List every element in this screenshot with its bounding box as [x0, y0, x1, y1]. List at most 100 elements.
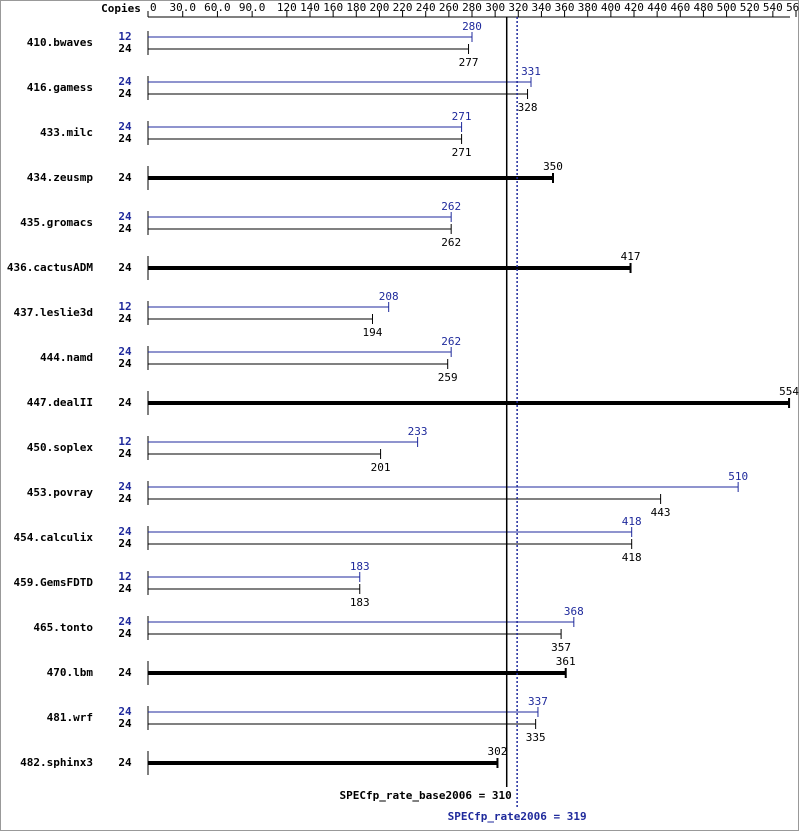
benchmark-label: 416.gamess — [27, 81, 93, 94]
copies-label: 24 — [118, 666, 132, 679]
x-tick-label: 480 — [693, 1, 713, 14]
x-tick-label: 440 — [647, 1, 667, 14]
copies-label: 12 — [118, 435, 131, 448]
benchmark-label: 470.lbm — [47, 666, 94, 679]
x-tick-label: 160 — [323, 1, 343, 14]
x-tick-label: 560 — [786, 1, 799, 14]
benchmark-label: 450.soplex — [27, 441, 94, 454]
x-tick-label: 0 — [150, 1, 157, 14]
copies-label: 24 — [118, 357, 132, 370]
value-label: 262 — [441, 236, 461, 249]
reference-label: SPECfp_rate_base2006 = 310 — [340, 789, 512, 802]
copies-label: 24 — [118, 171, 132, 184]
value-label: 361 — [556, 655, 576, 668]
value-label: 262 — [441, 335, 461, 348]
reference-label: SPECfp_rate2006 = 319 — [448, 810, 587, 823]
copies-label: 24 — [118, 261, 132, 274]
copies-label: 24 — [118, 312, 132, 325]
value-label: 331 — [521, 65, 541, 78]
x-tick-label: 300 — [485, 1, 505, 14]
copies-label: 24 — [118, 615, 132, 628]
x-tick-label: 220 — [393, 1, 413, 14]
benchmark-label: 465.tonto — [33, 621, 93, 634]
x-tick-label: 60.0 — [204, 1, 231, 14]
value-label: 418 — [622, 515, 642, 528]
value-label: 554 — [779, 385, 799, 398]
x-tick-label: 340 — [531, 1, 551, 14]
benchmark-label: 459.GemsFDTD — [14, 576, 94, 589]
copies-label: 24 — [118, 42, 132, 55]
copies-label: 12 — [118, 570, 131, 583]
copies-label: 24 — [118, 756, 132, 769]
value-label: 417 — [621, 250, 641, 263]
value-label: 328 — [518, 101, 538, 114]
copies-label: 24 — [118, 132, 132, 145]
value-label: 350 — [543, 160, 563, 173]
value-label: 271 — [452, 146, 472, 159]
value-label: 418 — [622, 551, 642, 564]
copies-label: 24 — [118, 210, 132, 223]
value-label: 302 — [488, 745, 508, 758]
value-label: 271 — [452, 110, 472, 123]
copies-header: Copies — [101, 2, 141, 15]
value-label: 183 — [350, 596, 370, 609]
benchmark-label: 447.dealII — [27, 396, 93, 409]
x-tick-label: 500 — [717, 1, 737, 14]
benchmark-label: 481.wrf — [47, 711, 93, 724]
value-label: 183 — [350, 560, 370, 573]
value-label: 280 — [462, 20, 482, 33]
benchmark-label: 482.sphinx3 — [20, 756, 93, 769]
value-label: 357 — [551, 641, 571, 654]
x-tick-label: 240 — [416, 1, 436, 14]
copies-label: 24 — [118, 525, 132, 538]
value-label: 208 — [379, 290, 399, 303]
x-tick-label: 90.0 — [239, 1, 266, 14]
x-tick-label: 420 — [624, 1, 644, 14]
benchmark-label: 453.povray — [27, 486, 94, 499]
x-tick-label: 360 — [555, 1, 575, 14]
x-tick-label: 180 — [346, 1, 366, 14]
value-label: 259 — [438, 371, 458, 384]
value-label: 233 — [408, 425, 428, 438]
value-label: 262 — [441, 200, 461, 213]
x-tick-label: 380 — [578, 1, 598, 14]
copies-label: 24 — [118, 120, 132, 133]
value-label: 443 — [651, 506, 671, 519]
x-tick-label: 520 — [740, 1, 760, 14]
benchmark-label: 434.zeusmp — [27, 171, 94, 184]
copies-label: 24 — [118, 582, 132, 595]
x-tick-label: 260 — [439, 1, 459, 14]
benchmark-label: 435.gromacs — [20, 216, 93, 229]
copies-label: 24 — [118, 222, 132, 235]
x-tick-label: 30.0 — [169, 1, 196, 14]
copies-label: 12 — [118, 30, 131, 43]
copies-label: 24 — [118, 705, 132, 718]
benchmark-label: 410.bwaves — [27, 36, 93, 49]
copies-label: 12 — [118, 300, 131, 313]
benchmark-label: 436.cactusADM — [7, 261, 93, 274]
copies-label: 24 — [118, 492, 132, 505]
copies-label: 24 — [118, 75, 132, 88]
value-label: 194 — [363, 326, 383, 339]
benchmark-label: 454.calculix — [14, 531, 94, 544]
copies-label: 24 — [118, 345, 132, 358]
copies-label: 24 — [118, 447, 132, 460]
copies-label: 24 — [118, 480, 132, 493]
benchmark-label: 433.milc — [40, 126, 93, 139]
benchmark-label: 437.leslie3d — [14, 306, 93, 319]
value-label: 337 — [528, 695, 548, 708]
value-label: 510 — [728, 470, 748, 483]
value-label: 201 — [371, 461, 391, 474]
x-tick-label: 400 — [601, 1, 621, 14]
x-tick-label: 120 — [277, 1, 297, 14]
value-label: 368 — [564, 605, 584, 618]
copies-label: 24 — [118, 717, 132, 730]
benchmark-label: 444.namd — [40, 351, 93, 364]
x-tick-label: 320 — [508, 1, 528, 14]
copies-label: 24 — [118, 87, 132, 100]
x-tick-label: 200 — [369, 1, 389, 14]
x-tick-label: 460 — [670, 1, 690, 14]
copies-label: 24 — [118, 537, 132, 550]
value-label: 277 — [459, 56, 479, 69]
